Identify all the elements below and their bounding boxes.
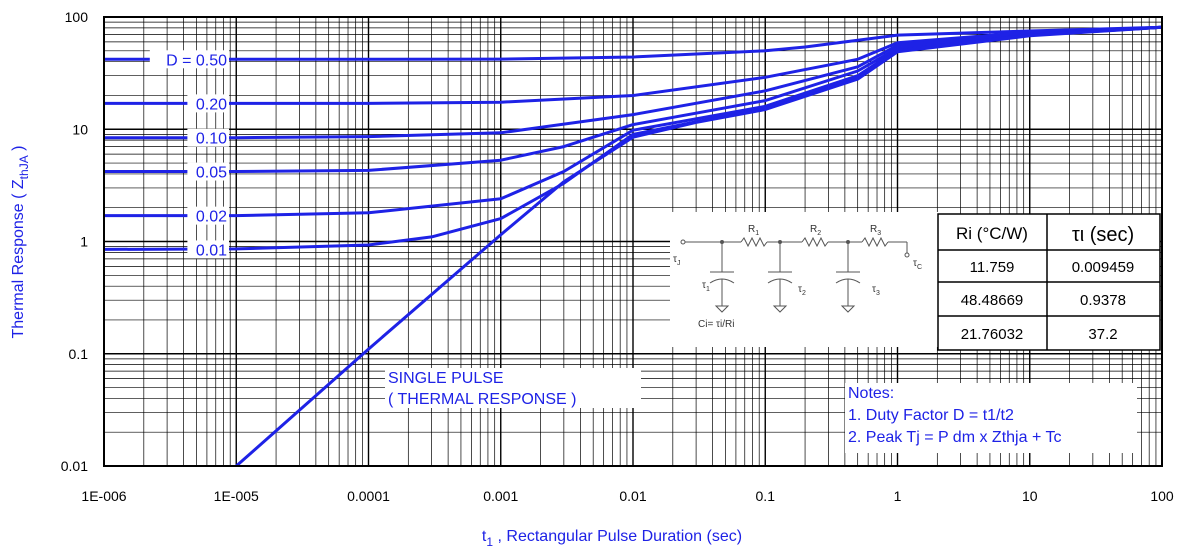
x-tick-label: 0.01	[619, 488, 646, 504]
capacitor-tau2-label: τ2	[798, 284, 806, 297]
x-tick-label: 0.0001	[347, 488, 390, 504]
curve-label-4: 0.02	[196, 209, 227, 226]
y-tick-label: 10	[72, 121, 88, 137]
resistor-r2-label: R2	[810, 224, 821, 237]
curve-label-2: 0.10	[196, 131, 227, 148]
curve-label-bg	[149, 50, 229, 69]
capacitor-tau3-label: τ3	[872, 284, 880, 297]
curve-label-bg	[187, 240, 229, 259]
single-pulse-annotation: SINGLE PULSE ( THERMAL RESPONSE )	[385, 368, 641, 408]
curve-label-bg	[187, 162, 229, 181]
capacitance-formula: Ci= τi/Ri	[698, 319, 734, 330]
x-tick-label: 10	[1022, 488, 1038, 504]
notes-line-2: 2. Peak Tj = P dm x Zthja + Tc	[848, 429, 1061, 446]
y-tick-label: 100	[65, 9, 89, 25]
node-tau-c: τC	[913, 258, 922, 271]
curve-label-0: D = 0.50	[166, 52, 227, 69]
table-cell: 48.48669	[961, 292, 1024, 309]
series-line-2	[104, 25, 1162, 140]
notes-line-1: 1. Duty Factor D = t1/t2	[848, 407, 1014, 424]
parameter-table: Ri (°C/W) τι (sec) 11.759 0.009459 48.48…	[937, 213, 1161, 351]
resistor-r1-label: R1	[748, 224, 759, 237]
capacitor-tau1-label: τ1	[702, 280, 710, 293]
x-tick-label: 0.1	[756, 488, 776, 504]
x-tick-label: 1E-006	[81, 488, 126, 504]
y-tick-label: 1	[80, 234, 88, 250]
curve-label-1: 0.20	[196, 96, 227, 113]
node-tau-j: τJ	[673, 254, 680, 267]
notes-annotation: Notes: 1. Duty Factor D = t1/t2 2. Peak …	[845, 383, 1137, 453]
x-axis-label: t1 , Rectangular Pulse Duration (sec)	[482, 528, 742, 549]
y-tick-labels: 0.01 0.1 1 10 100	[61, 9, 88, 474]
curve-label-3: 0.05	[196, 165, 227, 182]
x-tick-label: 1	[894, 488, 902, 504]
x-tick-labels: 1E-006 1E-005 0.0001 0.001 0.01 0.1 1 10 100	[81, 488, 1173, 504]
table-header-ri: Ri (°C/W)	[956, 224, 1028, 243]
y-tick-label: 0.1	[69, 346, 89, 362]
table-cell: 11.759	[970, 259, 1015, 276]
series-line-1	[104, 25, 1162, 105]
curves	[104, 25, 1162, 466]
x-tick-label: 100	[1150, 488, 1174, 504]
plot-frame	[103, 16, 1163, 467]
resistor-r3-label: R3	[870, 224, 881, 237]
curve-label-bg	[187, 128, 229, 147]
thermal-response-label: ( THERMAL RESPONSE )	[388, 391, 576, 408]
curve-label-bg	[187, 94, 229, 113]
series-line-6	[234, 25, 1162, 466]
series-line-0	[104, 25, 1162, 61]
rc-network-inset: τJ τC R1 R2 R3 τ1 τ2 τ3 Ci= τi/Ri	[670, 212, 938, 347]
y-tick-label: 0.01	[61, 458, 88, 474]
single-pulse-label: SINGLE PULSE	[388, 370, 504, 387]
y-axis-label: Thermal Response ( ZthJA )	[10, 146, 31, 339]
table-cell: 0.9378	[1080, 292, 1126, 309]
curve-labels: D = 0.50 0.20 0.10 0.05 0.02 0.01	[149, 50, 229, 259]
x-tick-label: 0.001	[483, 488, 518, 504]
table-cell: 0.009459	[1072, 259, 1135, 276]
curve-label-bg	[187, 206, 229, 225]
table-cell: 21.76032	[961, 326, 1024, 343]
table-cell: 37.2	[1088, 326, 1117, 343]
x-tick-label: 1E-005	[214, 488, 259, 504]
notes-title: Notes:	[848, 385, 894, 402]
table-header-tau: τι (sec)	[1072, 224, 1134, 246]
curve-label-5: 0.01	[196, 242, 227, 259]
